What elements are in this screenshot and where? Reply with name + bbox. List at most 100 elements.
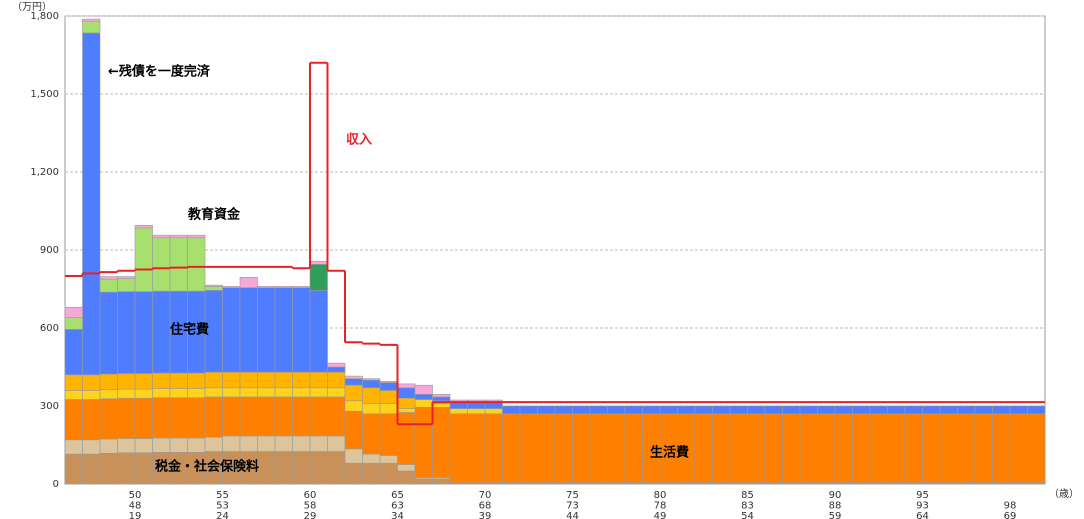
bar-segment bbox=[659, 405, 678, 415]
bar-segment bbox=[327, 366, 346, 373]
x-tick-label: 50 bbox=[129, 490, 142, 501]
bar-segment bbox=[799, 405, 818, 415]
bar-segment bbox=[134, 291, 153, 374]
bar-segment bbox=[64, 399, 83, 441]
bar-segment bbox=[82, 374, 101, 391]
bar-segment bbox=[169, 388, 188, 398]
bar-segment bbox=[992, 413, 1011, 483]
bar-segment bbox=[292, 287, 311, 373]
bar-segment bbox=[817, 413, 836, 483]
bar-segment bbox=[187, 388, 206, 398]
x-tick-label: 73 bbox=[566, 501, 579, 512]
bar-segment bbox=[362, 413, 381, 455]
x-tick-label: 59 bbox=[829, 511, 842, 519]
bar-segment bbox=[152, 234, 171, 239]
bar-segment bbox=[169, 372, 188, 389]
bar-segment bbox=[204, 371, 223, 389]
bar-segment bbox=[414, 478, 433, 485]
bar-segment bbox=[239, 387, 258, 398]
bar-segment bbox=[607, 405, 626, 415]
bar-segment bbox=[82, 399, 101, 441]
bar-segment bbox=[922, 405, 941, 415]
bar-segment bbox=[397, 397, 416, 409]
x-tick-label: 75 bbox=[566, 490, 579, 501]
x-tick-label: 83 bbox=[741, 501, 754, 512]
bar-segment bbox=[82, 20, 101, 34]
bar-segment bbox=[1027, 481, 1046, 485]
bar-segment bbox=[309, 289, 328, 373]
bar-segment bbox=[379, 413, 398, 456]
bar-segment bbox=[344, 410, 363, 450]
bar-segment bbox=[432, 396, 451, 402]
bar-segment bbox=[379, 462, 398, 485]
bar-segment bbox=[607, 413, 626, 483]
bar-segment bbox=[362, 387, 381, 404]
bar-segment bbox=[152, 388, 171, 398]
bar-segment bbox=[292, 371, 311, 389]
y-tick-label: 300 bbox=[40, 401, 59, 412]
bar-segment bbox=[239, 371, 258, 389]
bar-segment bbox=[957, 413, 976, 483]
bar-segment bbox=[257, 435, 276, 452]
bar-segment bbox=[484, 413, 503, 482]
x-tick-label: 93 bbox=[916, 501, 929, 512]
bar-segment bbox=[379, 455, 398, 464]
y-tick-label: 1,500 bbox=[30, 89, 59, 100]
bar-segment bbox=[834, 405, 853, 415]
bar-segment bbox=[747, 481, 766, 485]
x-tick-label: 90 bbox=[829, 490, 842, 501]
x-tick-label: 49 bbox=[654, 511, 667, 519]
bar-segment bbox=[134, 452, 153, 485]
y-tick-label: 900 bbox=[40, 245, 59, 256]
bar-segment bbox=[467, 413, 486, 482]
bar-segment bbox=[782, 405, 801, 415]
bar-segment bbox=[957, 481, 976, 485]
bar-segment bbox=[957, 405, 976, 415]
bar-segment bbox=[432, 406, 451, 478]
bar-segment bbox=[169, 234, 188, 239]
bar-segment bbox=[379, 380, 398, 383]
bar-segment bbox=[152, 372, 171, 389]
bar-segment bbox=[239, 435, 258, 452]
bar-segment bbox=[379, 390, 398, 404]
bar-segment bbox=[222, 387, 241, 398]
bar-segment bbox=[274, 451, 293, 485]
bar-segment bbox=[64, 439, 83, 455]
bar-segment bbox=[904, 405, 923, 415]
bar-segment bbox=[169, 397, 188, 439]
bar-segment bbox=[309, 263, 328, 291]
bar-segment bbox=[589, 481, 608, 485]
bar-segment bbox=[64, 317, 83, 330]
bar-segment bbox=[782, 481, 801, 485]
bar-segment bbox=[414, 393, 433, 400]
bar-segment bbox=[99, 398, 118, 440]
bar-segment bbox=[642, 405, 661, 415]
bar-segment bbox=[292, 286, 311, 288]
bar-segment bbox=[1009, 405, 1028, 415]
x-tick-label: 39 bbox=[479, 511, 492, 519]
x-tick-label: 69 bbox=[1004, 511, 1017, 519]
bar-segment bbox=[117, 291, 136, 374]
bar-segment bbox=[187, 372, 206, 389]
bar-segment bbox=[572, 405, 591, 415]
bar-segment bbox=[362, 462, 381, 485]
bar-segment bbox=[887, 413, 906, 483]
bar-segment bbox=[607, 481, 626, 485]
bar-segment bbox=[274, 287, 293, 373]
bar-segment bbox=[817, 405, 836, 415]
bar-segment bbox=[362, 379, 381, 389]
bar-segment bbox=[362, 403, 381, 415]
bar-segment bbox=[257, 387, 276, 398]
x-tick-label: 24 bbox=[216, 511, 229, 519]
income-label: 収入 bbox=[346, 133, 372, 148]
bar-segment bbox=[887, 405, 906, 415]
bar-segment bbox=[222, 286, 241, 288]
x-tick-label: 95 bbox=[916, 490, 929, 501]
bar-segment bbox=[64, 453, 83, 485]
bar-segment bbox=[712, 405, 731, 415]
x-tick-label: 60 bbox=[304, 490, 317, 501]
bar-segment bbox=[572, 481, 591, 485]
bar-segment bbox=[274, 286, 293, 288]
bar-segment bbox=[117, 388, 136, 399]
bar-segment bbox=[642, 481, 661, 485]
